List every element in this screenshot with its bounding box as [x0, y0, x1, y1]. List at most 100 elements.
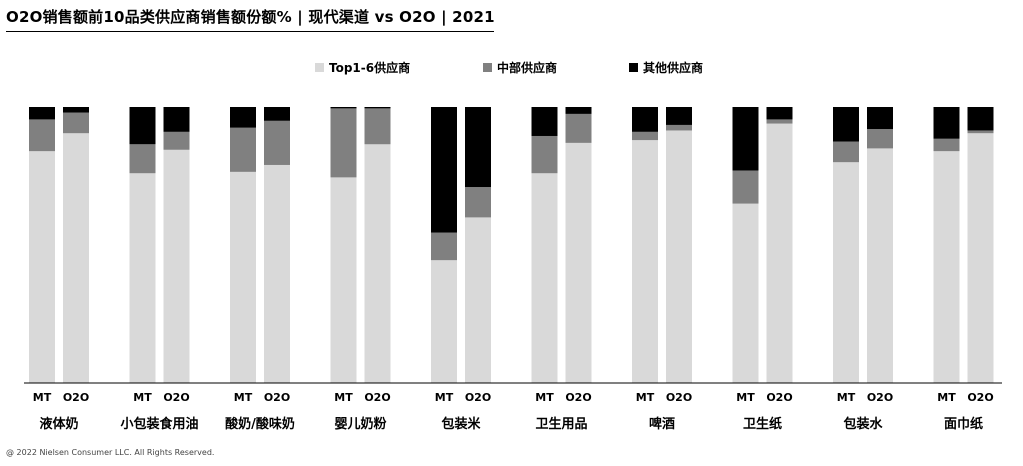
bar-6-o2o-top	[565, 142, 592, 383]
category-label: 包装水	[843, 416, 883, 432]
bar-3-mt-top	[230, 171, 256, 383]
bar-label: O2O	[264, 391, 290, 404]
bar-7-o2o-other	[666, 107, 692, 125]
bar-8-mt-top	[732, 203, 759, 383]
bar-6-o2o-other	[565, 107, 592, 114]
legend-label-top: Top1-6供应商	[329, 60, 410, 75]
legend-swatch-top	[315, 63, 324, 72]
bar-label: O2O	[967, 391, 993, 404]
bar-3-o2o-mid	[264, 120, 290, 165]
bar-6-mt-other	[531, 107, 558, 136]
bar-9-mt-other	[833, 107, 859, 142]
bar-2-o2o-top	[163, 149, 190, 383]
bar-2-mt-other	[129, 107, 156, 145]
bar-2-mt-top	[129, 173, 156, 383]
bar-label: MT	[535, 391, 554, 404]
bar-4-mt-top	[330, 177, 357, 383]
bar-9-mt-mid	[833, 141, 859, 163]
bar-7-mt-other	[632, 107, 658, 132]
bar-8-o2o-mid	[766, 119, 793, 124]
category-label: 包装米	[441, 416, 481, 432]
bar-10-o2o-top	[967, 133, 994, 383]
bar-10-mt-other	[933, 107, 960, 139]
bar-10-mt-mid	[933, 138, 960, 152]
bar-label: O2O	[364, 391, 390, 404]
bar-10-o2o-mid	[967, 130, 994, 134]
bar-8-o2o-top	[766, 123, 793, 383]
bar-label: O2O	[465, 391, 491, 404]
bar-10-o2o-other	[967, 107, 994, 131]
bar-7-mt-mid	[632, 131, 658, 141]
bar-4-o2o-other	[364, 107, 391, 109]
bar-8-o2o-other	[766, 107, 793, 120]
bar-6-mt-top	[531, 173, 558, 383]
bar-label: O2O	[63, 391, 89, 404]
bar-4-o2o-mid	[364, 108, 391, 145]
legend-label-other: 其他供应商	[643, 60, 703, 75]
bar-3-o2o-top	[264, 164, 290, 383]
bar-10-mt-top	[933, 151, 960, 383]
bar-7-o2o-top	[666, 130, 692, 383]
category-label: 啤酒	[649, 416, 675, 432]
title-underline	[6, 31, 494, 32]
bar-5-o2o-other	[465, 107, 491, 188]
legend-swatch-other	[629, 63, 638, 72]
bar-8-mt-other	[732, 107, 759, 171]
bar-5-o2o-top	[465, 217, 491, 383]
category-label: 面巾纸	[944, 416, 983, 432]
bar-1-o2o-other	[63, 107, 89, 113]
bar-9-mt-top	[833, 162, 859, 383]
legend-label-mid: 中部供应商	[497, 60, 557, 75]
bar-label: MT	[937, 391, 956, 404]
bar-label: O2O	[766, 391, 792, 404]
bar-5-mt-other	[431, 107, 457, 233]
bar-1-mt-other	[29, 107, 55, 120]
bar-label: MT	[334, 391, 353, 404]
bar-3-mt-mid	[230, 127, 256, 172]
bar-1-mt-mid	[29, 119, 55, 152]
bar-9-o2o-top	[867, 148, 893, 383]
bar-1-o2o-mid	[63, 112, 89, 134]
bar-4-o2o-top	[364, 144, 391, 383]
bar-label: MT	[837, 391, 856, 404]
bar-9-o2o-mid	[867, 129, 893, 149]
bar-label: MT	[435, 391, 454, 404]
bar-9-o2o-other	[867, 107, 893, 130]
legend: Top1-6供应商 中部供应商 其他供应商	[315, 60, 703, 75]
bar-3-o2o-other	[264, 107, 290, 121]
bar-4-mt-other	[330, 107, 357, 109]
bar-2-mt-mid	[129, 144, 156, 174]
bar-label: MT	[33, 391, 52, 404]
bar-5-mt-top	[431, 260, 457, 383]
category-label: 小包装食用油	[120, 416, 198, 432]
legend-swatch-mid	[483, 63, 492, 72]
bars-group	[29, 107, 994, 383]
bar-7-o2o-mid	[666, 124, 692, 131]
bar-6-o2o-mid	[565, 113, 592, 143]
bar-label: MT	[736, 391, 755, 404]
bar-6-mt-mid	[531, 135, 558, 174]
bar-5-o2o-mid	[465, 187, 491, 218]
bar-2-o2o-other	[163, 107, 190, 132]
bar-1-mt-top	[29, 151, 55, 383]
copyright-footer: @ 2022 Nielsen Consumer LLC. All Rights …	[6, 448, 215, 457]
bar-label: O2O	[565, 391, 591, 404]
bar-label: MT	[636, 391, 655, 404]
bar-label: MT	[234, 391, 253, 404]
bar-3-mt-other	[230, 107, 256, 128]
bar-4-mt-mid	[330, 108, 357, 178]
bar-7-mt-top	[632, 140, 658, 383]
bar-label: O2O	[163, 391, 189, 404]
chart-title: O2O销售额前10品类供应商销售额份额% | 现代渠道 vs O2O | 202…	[6, 8, 495, 26]
category-label: 卫生纸	[743, 416, 782, 432]
bar-label: O2O	[867, 391, 893, 404]
category-label: 婴儿奶粉	[334, 416, 386, 432]
bar-8-mt-mid	[732, 170, 759, 204]
bar-2-o2o-mid	[163, 131, 190, 150]
category-label: 液体奶	[39, 416, 78, 432]
labels-group: MT O2O 液体奶 MT O2O 小包装食用油 MT O2O 酸奶/酸味奶 MT O2O 婴儿奶粉 M…	[33, 391, 994, 432]
bar-label: O2O	[666, 391, 692, 404]
category-label: 酸奶/酸味奶	[225, 416, 295, 432]
bar-label: MT	[133, 391, 152, 404]
